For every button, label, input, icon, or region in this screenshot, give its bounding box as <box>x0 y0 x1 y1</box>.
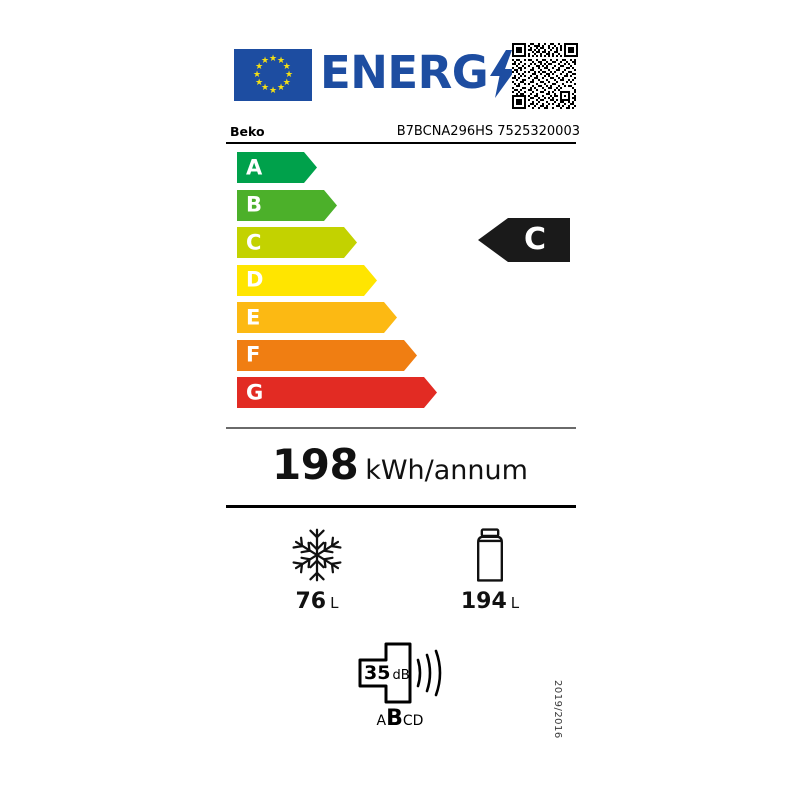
rating-class-letter: C <box>524 222 547 257</box>
supplier-model-row: Beko B7BCNA296HS 7525320003 <box>230 124 580 146</box>
noise-class-b: B <box>386 706 403 731</box>
freezer-capacity-label: 76 L <box>257 589 377 614</box>
freezer-capacity-unit: L <box>330 594 339 612</box>
eu-star-icon: ★ <box>284 69 294 80</box>
noise-unit: dB <box>392 668 410 683</box>
noise-value-label: 35 dB <box>364 662 410 684</box>
energy-consumption: 198 kWh/annum <box>222 440 578 489</box>
noise-class-a: A <box>376 713 387 729</box>
eu-star-icon: ★ <box>282 61 291 72</box>
eu-star-icon: ★ <box>260 83 270 94</box>
fridge-capacity-value: 194 <box>460 589 507 614</box>
scale-bar-d: D <box>237 264 377 296</box>
regulation-reference: 2019/2016 <box>552 680 563 739</box>
speaker-icon: 35 dB <box>350 642 450 704</box>
qr-code-icon[interactable] <box>512 43 578 109</box>
snowflake-icon <box>257 524 377 586</box>
scale-bar-f: F <box>237 339 417 371</box>
scale-divider <box>226 427 576 429</box>
scale-bar-shape <box>237 264 377 296</box>
scale-letter-a: A <box>246 155 263 179</box>
scale-bar-a: A <box>237 152 317 183</box>
scale-bar-b: B <box>237 189 337 221</box>
scale-bar-shape <box>237 189 337 221</box>
consumption-value: 198 <box>272 440 359 489</box>
scale-bar-c: C <box>237 227 357 258</box>
eu-star-icon: ★ <box>276 55 286 66</box>
rating-arrow: C <box>478 216 570 264</box>
freezer-capacity: 76 L <box>257 524 377 614</box>
energy-wordmark: ENERG <box>320 46 489 99</box>
eu-star-icon: ★ <box>255 61 264 72</box>
lightning-bolt-icon <box>490 50 516 98</box>
label-header: ★ ★ ★ ★ ★ ★ ★ ★ ★ ★ ★ ★ ENERG <box>234 42 578 116</box>
header-divider <box>226 142 576 144</box>
consumption-unit: kWh/annum <box>365 455 528 486</box>
eu-star-icon: ★ <box>282 77 291 88</box>
capacity-pictograms: 76 L 194 L <box>222 524 578 629</box>
scale-letter-g: G <box>246 380 264 404</box>
scale-bar-shape <box>237 339 417 371</box>
eu-star-icon: ★ <box>252 69 262 80</box>
fridge-capacity: 194 L <box>430 524 550 614</box>
scale-bar-shape <box>237 227 357 258</box>
scale-bar-shape <box>237 302 397 333</box>
noise-class-c: C <box>402 713 413 729</box>
noise-class-d: D <box>412 713 424 729</box>
eu-star-icon: ★ <box>268 85 278 96</box>
scale-letter-b: B <box>246 192 263 217</box>
supplier-name: Beko <box>230 124 265 139</box>
eu-star-icon: ★ <box>255 77 264 88</box>
scale-letter-d: D <box>246 267 264 292</box>
eu-star-icon: ★ <box>268 53 278 64</box>
scale-letter-e: E <box>246 305 261 329</box>
fridge-capacity-label: 194 L <box>430 589 550 614</box>
scale-letter-c: C <box>246 230 262 254</box>
freezer-capacity-value: 76 <box>295 589 327 614</box>
scale-bar-e: E <box>237 302 397 333</box>
model-identifier: B7BCNA296HS 7525320003 <box>396 124 580 139</box>
eu-star-icon: ★ <box>260 55 270 66</box>
eu-energy-label: ★ ★ ★ ★ ★ ★ ★ ★ ★ ★ ★ ★ ENERG <box>222 28 580 758</box>
noise-class-scale: ABCD <box>222 706 578 731</box>
scale-letter-f: F <box>246 342 261 367</box>
eu-star-icon: ★ <box>276 83 286 94</box>
consumption-divider <box>226 505 576 508</box>
fridge-capacity-unit: L <box>510 594 520 612</box>
scale-bar-g: G <box>237 377 437 408</box>
noise-value: 35 <box>364 662 391 684</box>
refrigerator-container-icon <box>430 524 550 586</box>
scale-bar-shape <box>237 152 317 183</box>
eu-flag-icon: ★ ★ ★ ★ ★ ★ ★ ★ ★ ★ ★ ★ <box>234 49 312 101</box>
scale-bar-shape <box>237 377 437 408</box>
noise-emission-block: 35 dB ABCD <box>222 642 578 746</box>
